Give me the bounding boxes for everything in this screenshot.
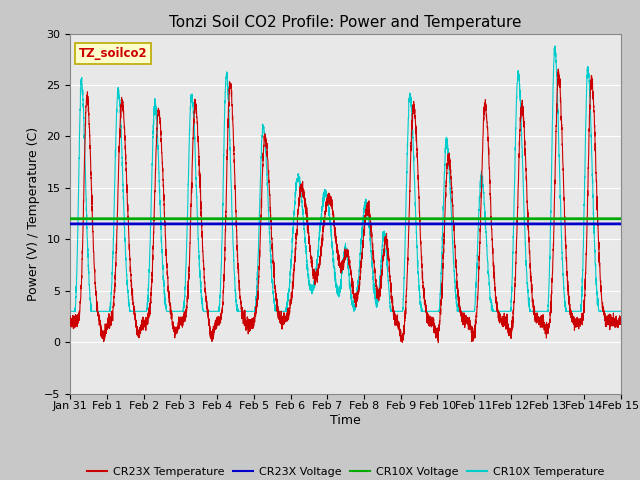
Legend: CR23X Temperature, CR23X Voltage, CR10X Voltage, CR10X Temperature: CR23X Temperature, CR23X Voltage, CR10X … [83,463,609,480]
Text: TZ_soilco2: TZ_soilco2 [79,47,147,60]
Title: Tonzi Soil CO2 Profile: Power and Temperature: Tonzi Soil CO2 Profile: Power and Temper… [170,15,522,30]
X-axis label: Time: Time [330,414,361,427]
Y-axis label: Power (V) / Temperature (C): Power (V) / Temperature (C) [27,127,40,300]
